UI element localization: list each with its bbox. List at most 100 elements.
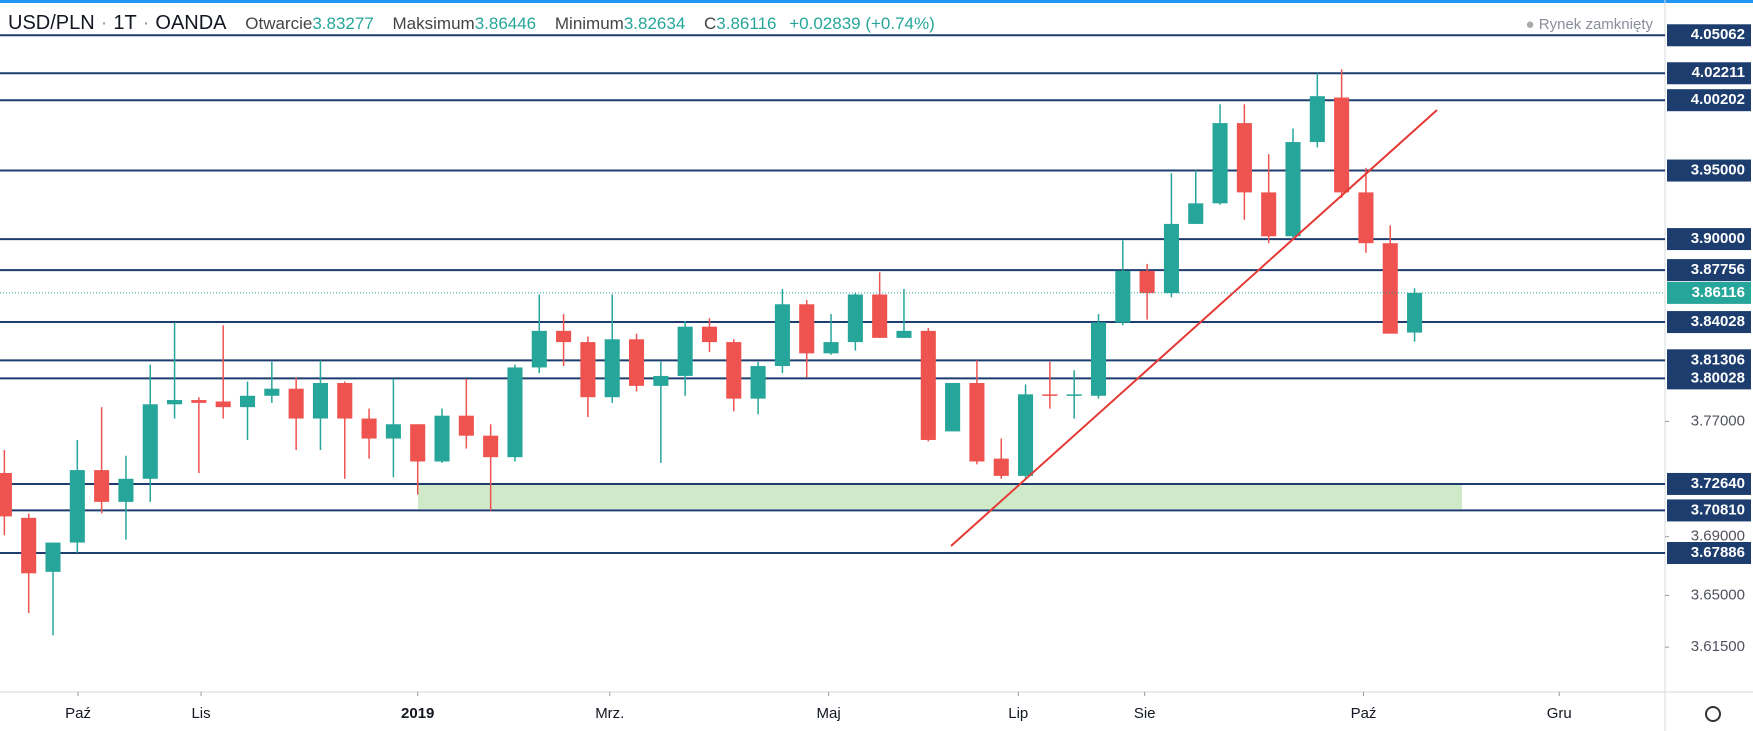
current-price-label: 3.86116 <box>1692 284 1745 301</box>
candle-body <box>1018 394 1034 476</box>
candle-body <box>215 401 231 408</box>
y-tick-label: 3.69000 <box>1691 528 1745 545</box>
candle-body <box>847 294 863 343</box>
level-label-box <box>1667 228 1751 251</box>
candle-body <box>531 330 547 368</box>
level-label-box <box>1667 159 1751 182</box>
candle-body <box>1042 394 1058 396</box>
candle-body <box>1139 270 1155 294</box>
support-zone <box>418 483 1462 509</box>
candle-body <box>1115 270 1131 323</box>
candle-body <box>1066 394 1082 396</box>
level-label: 3.87756 <box>1691 261 1745 278</box>
level-label-box <box>1667 367 1751 390</box>
candle-body <box>142 404 158 479</box>
level-label: 3.95000 <box>1691 162 1745 179</box>
level-label-box <box>1667 472 1751 495</box>
x-tick-label: Mrz. <box>595 705 624 722</box>
candle-body <box>21 517 37 574</box>
candle-body <box>1212 123 1228 204</box>
candle-body <box>969 383 985 462</box>
candle-body <box>896 330 912 338</box>
candle-body <box>410 424 426 462</box>
settings-icon[interactable] <box>1705 706 1721 722</box>
open-label: Otwarcie <box>245 14 313 33</box>
level-label-box <box>1667 349 1751 372</box>
header: USD/PLN · 1T · OANDA Otwarcie3.83277 Maksimu… <box>8 12 935 34</box>
candle-body <box>920 330 936 440</box>
candle-body <box>750 366 766 399</box>
candle-body <box>312 383 328 419</box>
candle-body <box>1407 292 1423 333</box>
level-label: 4.05062 <box>1691 26 1745 43</box>
level-label: 4.00202 <box>1691 91 1745 108</box>
level-label-box <box>1667 542 1751 565</box>
candle-body <box>1163 223 1179 294</box>
level-label: 3.90000 <box>1691 230 1745 247</box>
level-label-box <box>1667 24 1751 47</box>
candle-body <box>556 330 572 343</box>
close-label: C <box>704 14 717 33</box>
candle-body <box>94 470 110 502</box>
x-tick-label: Lis <box>191 705 210 722</box>
candle-body <box>677 326 693 376</box>
low-value: 3.82634 <box>623 14 686 33</box>
y-tick-label: 3.77000 <box>1691 412 1745 429</box>
current-price-box <box>1667 281 1751 304</box>
candle-body <box>799 304 815 354</box>
candle-body <box>483 435 499 458</box>
x-tick-label: Lip <box>1008 705 1028 722</box>
open-value: 3.83277 <box>312 14 374 33</box>
candle-body <box>507 367 523 458</box>
level-label-box <box>1667 311 1751 334</box>
candle-body <box>45 542 61 572</box>
x-tick-label: Sie <box>1134 705 1156 722</box>
candle-body <box>118 478 134 502</box>
candle-body <box>1285 142 1301 237</box>
candle-body <box>1236 123 1252 193</box>
candle-body <box>604 339 620 398</box>
source: OANDA <box>155 12 227 34</box>
candle-body <box>1382 243 1398 334</box>
candle-body <box>264 388 280 396</box>
level-label: 3.72640 <box>1691 475 1745 492</box>
low-label: Minimum <box>554 14 624 33</box>
level-label: 4.02211 <box>1692 64 1745 81</box>
x-tick-label: Paź <box>65 705 91 722</box>
close-value: 3.86116 <box>716 14 777 33</box>
x-tick-label: Gru <box>1547 705 1572 722</box>
level-label: 3.70810 <box>1691 501 1745 518</box>
high-label: Maksimum <box>392 14 475 33</box>
candle-body <box>0 472 12 517</box>
level-label-box <box>1667 62 1751 85</box>
candle-body <box>1334 97 1350 193</box>
level-label: 3.67886 <box>1691 544 1745 561</box>
candle-body <box>701 326 718 343</box>
level-label: 3.81306 <box>1691 351 1745 368</box>
candle-body <box>69 470 85 543</box>
candle-body <box>945 383 961 432</box>
candle-body <box>872 294 888 338</box>
y-tick-label: 3.61500 <box>1691 638 1745 655</box>
change: +0.02839 (+0.74%) <box>789 14 935 33</box>
candle-body <box>1261 192 1277 237</box>
candle-body <box>1090 322 1107 396</box>
candle-body <box>167 400 183 405</box>
candle-body <box>337 383 353 419</box>
candle-body <box>774 304 790 367</box>
candle-body <box>361 418 377 439</box>
candle-body <box>458 415 474 436</box>
symbol: USD/PLN <box>8 12 95 34</box>
candle-body <box>1188 203 1204 224</box>
level-label-box <box>1667 259 1751 282</box>
candle-body <box>580 342 596 398</box>
x-tick-label: Maj <box>817 705 841 722</box>
candle-body <box>385 424 401 439</box>
level-label-box <box>1667 89 1751 112</box>
candle-body <box>1309 96 1325 143</box>
candle-body <box>191 400 207 403</box>
candle-body <box>993 458 1009 476</box>
interval: 1T <box>113 12 137 34</box>
